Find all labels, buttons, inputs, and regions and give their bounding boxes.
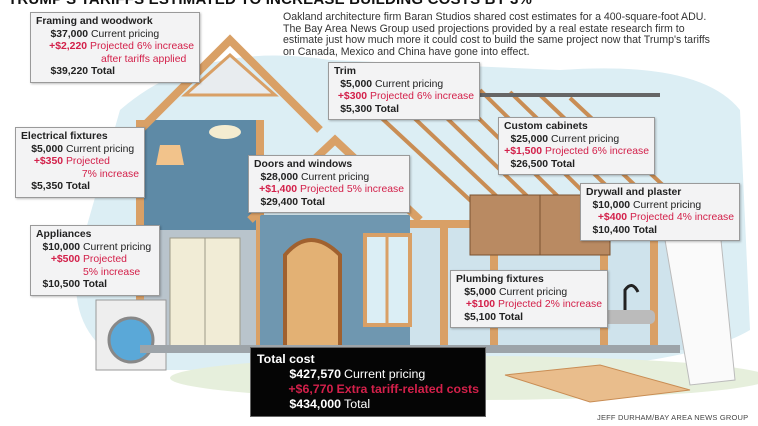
- current-amount: $10,000: [592, 199, 630, 211]
- headline: TRUMP'S TARIFFS ESTIMATED TO INCREASE BU…: [8, 0, 532, 8]
- total-amount: $5,300: [340, 103, 372, 115]
- total-cost-box: Total cost $427,570 Current pricing +$6,7…: [250, 347, 486, 417]
- intro-text: Oakland architecture firm Baran Studios …: [283, 11, 710, 58]
- total-amount: $26,500: [510, 158, 548, 170]
- total-amount: $434,000: [289, 397, 341, 411]
- current-amount: $37,000: [50, 28, 88, 40]
- callout-title: Drywall and plaster: [586, 187, 682, 198]
- increase-label: Projected 6% increase: [545, 146, 649, 158]
- callout-title: Framing and woodwork: [36, 16, 153, 27]
- callout-title: Doors and windows: [254, 159, 353, 170]
- credit-line: JEFF DURHAM/BAY AREA NEWS GROUP: [597, 413, 749, 422]
- total-label: Total: [83, 279, 108, 291]
- current-amount: $427,570: [289, 367, 341, 381]
- callout-appliances: Appliances $10,000 Current pricing +$500 P…: [30, 225, 160, 296]
- total-label: Total: [66, 181, 91, 193]
- current-amount: $5,000: [340, 78, 372, 90]
- total-amount: $29,400: [260, 196, 298, 208]
- increase-amount: +$500: [50, 254, 80, 266]
- increase-label: Projected: [66, 156, 110, 168]
- current-amount: $5,000: [464, 286, 496, 298]
- callout-plumbing: Plumbing fixtures $5,000 Current pricing …: [450, 270, 608, 329]
- increase-amount: +$6,770: [288, 382, 334, 396]
- increase-label: Projected 2% increase: [498, 299, 602, 311]
- current-amount: $10,000: [42, 241, 80, 253]
- current-label: Current pricing: [551, 133, 620, 145]
- callout-framing: Framing and woodwork $37,000 Current pric…: [30, 12, 200, 83]
- current-label: Current pricing: [66, 143, 135, 155]
- current-label: Current pricing: [344, 367, 426, 381]
- current-label: Current pricing: [375, 78, 444, 90]
- callout-title: Appliances: [36, 229, 92, 240]
- increase-note: 7% increase: [81, 168, 139, 180]
- current-label: Current pricing: [91, 28, 160, 40]
- increase-note: after tariffs applied: [101, 53, 187, 65]
- total-label: Total: [633, 224, 658, 236]
- total-amount: $5,100: [464, 311, 496, 323]
- increase-amount: +$400: [597, 212, 628, 224]
- current-amount: $28,000: [260, 171, 298, 183]
- increase-note: 5% increase: [83, 266, 141, 278]
- callout-title: Plumbing fixtures: [456, 274, 544, 285]
- increase-label: Projected: [83, 254, 127, 266]
- current-amount: $5,000: [31, 143, 63, 155]
- callout-title: Trim: [334, 66, 356, 77]
- current-label: Current pricing: [633, 199, 702, 211]
- total-amount: $5,350: [31, 181, 63, 193]
- increase-amount: +$1,400: [259, 184, 298, 196]
- increase-amount: +$2,220: [49, 41, 88, 53]
- total-label: Total: [344, 397, 371, 411]
- increase-label: Projected 4% increase: [630, 212, 734, 224]
- increase-amount: +$100: [465, 299, 496, 311]
- total-cost-title: Total cost: [257, 352, 315, 366]
- increase-label: Projected 5% increase: [300, 184, 404, 196]
- total-label: Total: [301, 196, 326, 208]
- total-amount: $39,220: [50, 66, 88, 78]
- current-label: Current pricing: [83, 241, 152, 253]
- increase-amount: +$1,500: [504, 146, 543, 158]
- current-amount: $25,000: [510, 133, 548, 145]
- current-label: Current pricing: [301, 171, 370, 183]
- increase-label: Projected 6% increase: [370, 91, 474, 103]
- callout-cabinets: Custom cabinets $25,000 Current pricing +…: [498, 117, 655, 176]
- increase-label: Extra tariff-related costs: [336, 382, 479, 396]
- total-label: Total: [551, 158, 576, 170]
- increase-amount: +$300: [337, 91, 368, 103]
- callout-trim: Trim $5,000 Current pricing +$300 Projecte…: [328, 62, 480, 121]
- callout-electrical: Electrical fixtures $5,000 Current pricin…: [15, 127, 145, 198]
- callout-title: Electrical fixtures: [21, 131, 108, 142]
- total-label: Total: [499, 311, 524, 323]
- total-label: Total: [375, 103, 400, 115]
- total-amount: $10,500: [42, 279, 80, 291]
- total-label: Total: [91, 66, 116, 78]
- increase-amount: +$350: [33, 156, 63, 168]
- total-amount: $10,400: [592, 224, 630, 236]
- callout-doors-windows: Doors and windows $28,000 Current pricing…: [248, 155, 410, 214]
- callout-title: Custom cabinets: [504, 121, 588, 132]
- current-label: Current pricing: [499, 286, 568, 298]
- callout-drywall: Drywall and plaster $10,000 Current prici…: [580, 183, 740, 242]
- increase-label: Projected 6% increase: [90, 41, 194, 53]
